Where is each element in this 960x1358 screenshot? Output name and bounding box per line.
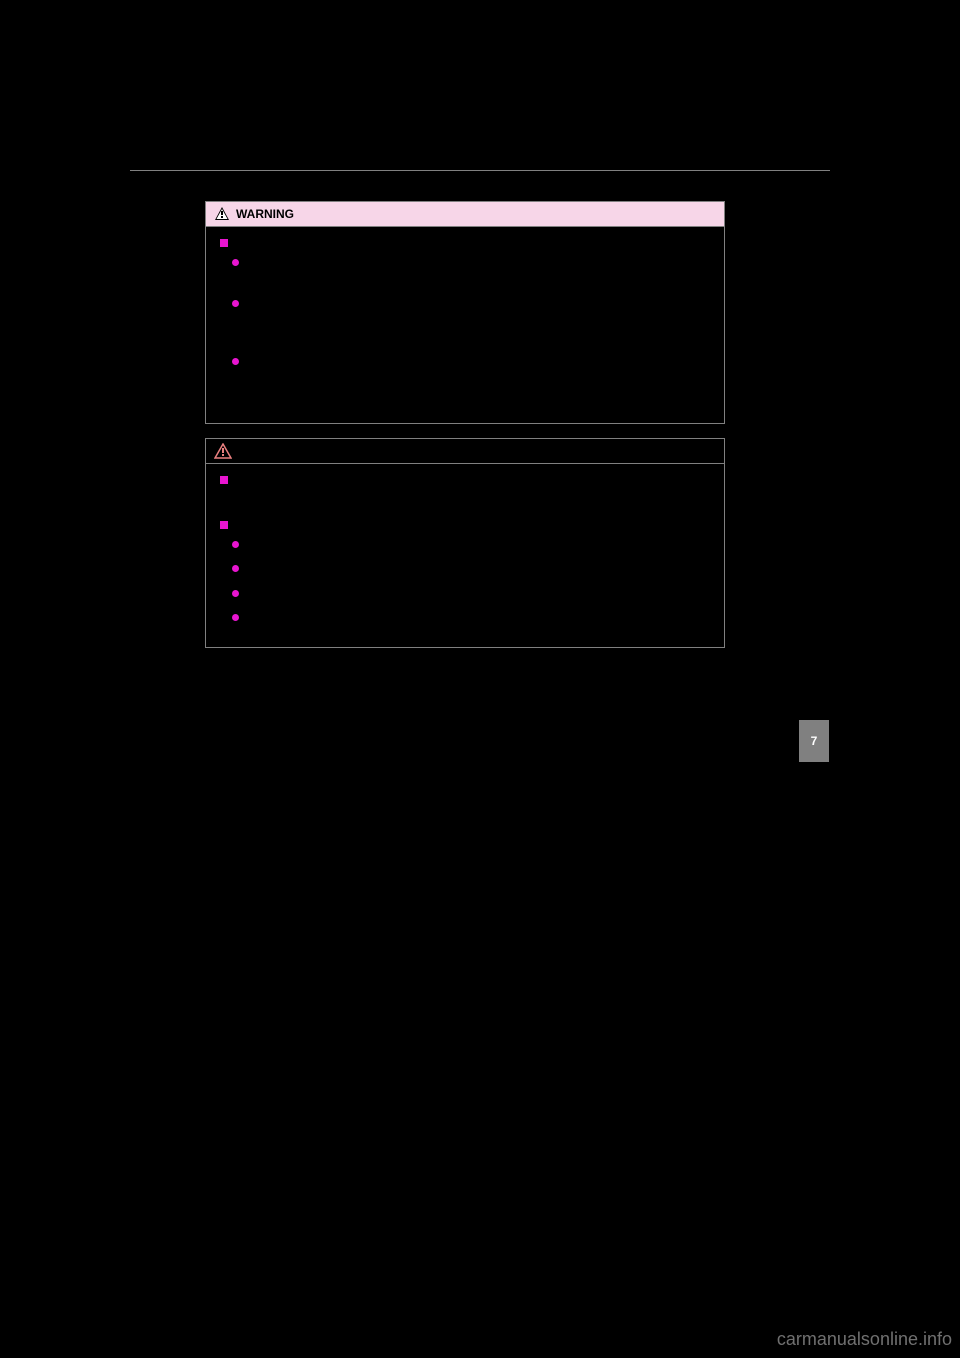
- warning-section-heading: When replacing light bulbs: [220, 237, 710, 249]
- bullet-text: Turn off the lights. Do not attempt to r…: [247, 255, 710, 288]
- warning-header: WARNING: [206, 202, 724, 227]
- bullet-text: When installing the socket, align the ta…: [247, 586, 710, 603]
- warning-heading-text: When replacing light bulbs: [234, 237, 363, 249]
- notice-bullet-item: Check the wattage of the bulb before ins…: [232, 561, 710, 578]
- notice-body-text: When fitting the fender liners, make sur…: [232, 492, 710, 509]
- document-code: RAV4-HV_OM_OM42B03U_(U): [134, 922, 247, 931]
- notice-heading-text: To prevent damage or fire: [234, 519, 359, 531]
- bullet-text: When installing the back door trim cover…: [247, 610, 710, 627]
- notice-bullet-item: When installing the back door trim cover…: [232, 610, 710, 627]
- bullet-icon: [232, 590, 239, 597]
- warning-bullet-item: Turn off the lights. Do not attempt to r…: [232, 255, 710, 288]
- bullet-text: Do not touch the glass portion of the li…: [247, 296, 710, 346]
- warning-box: WARNING When replacing light bulbs Turn …: [205, 201, 725, 424]
- warning-bullet-item: Fully install light bulbs and any parts …: [232, 354, 710, 404]
- page-header: 7-3. Do-it-yourself maintenance 433: [130, 177, 830, 189]
- notice-section-heading: To prevent damage or fire: [220, 519, 710, 531]
- section-title: 7-3. Do-it-yourself maintenance: [130, 177, 283, 189]
- page-content: 7-3. Do-it-yourself maintenance 433 WARN…: [130, 170, 830, 648]
- warning-bullet-item: Do not touch the glass portion of the li…: [232, 296, 710, 346]
- bullet-icon: [232, 541, 239, 548]
- chapter-tab: 7: [799, 720, 829, 762]
- bullet-icon: [232, 358, 239, 365]
- warning-triangle-icon: [214, 206, 230, 222]
- header-divider: [130, 170, 830, 171]
- notice-section-heading: When fitting the fender liners: [220, 474, 710, 486]
- section-marker-icon: [220, 521, 228, 529]
- notice-body: When fitting the fender liners When fitt…: [206, 464, 724, 647]
- warning-title: WARNING: [236, 207, 294, 221]
- section-marker-icon: [220, 239, 228, 247]
- bullet-icon: [232, 565, 239, 572]
- notice-title: NOTICE: [238, 444, 283, 458]
- chapter-number: 7: [811, 734, 818, 748]
- page-number: 433: [812, 177, 830, 189]
- notice-box: NOTICE When fitting the fender liners Wh…: [205, 438, 725, 648]
- bullet-icon: [232, 300, 239, 307]
- bullet-text: Make sure bulbs are fully seated and loc…: [247, 537, 710, 554]
- watermark: carmanualsonline.info: [777, 1329, 952, 1350]
- notice-heading-text: When fitting the fender liners: [234, 474, 374, 486]
- notice-header: NOTICE: [206, 439, 724, 464]
- bullet-text: Fully install light bulbs and any parts …: [247, 354, 710, 404]
- notice-bullet-item: Make sure bulbs are fully seated and loc…: [232, 537, 710, 554]
- warning-body: When replacing light bulbs Turn off the …: [206, 227, 724, 423]
- section-marker-icon: [220, 476, 228, 484]
- bullet-icon: [232, 259, 239, 266]
- notice-triangle-icon: [214, 443, 232, 459]
- bullet-icon: [232, 614, 239, 621]
- notice-bullet-item: When installing the socket, align the ta…: [232, 586, 710, 603]
- bullet-text: Check the wattage of the bulb before ins…: [247, 561, 710, 578]
